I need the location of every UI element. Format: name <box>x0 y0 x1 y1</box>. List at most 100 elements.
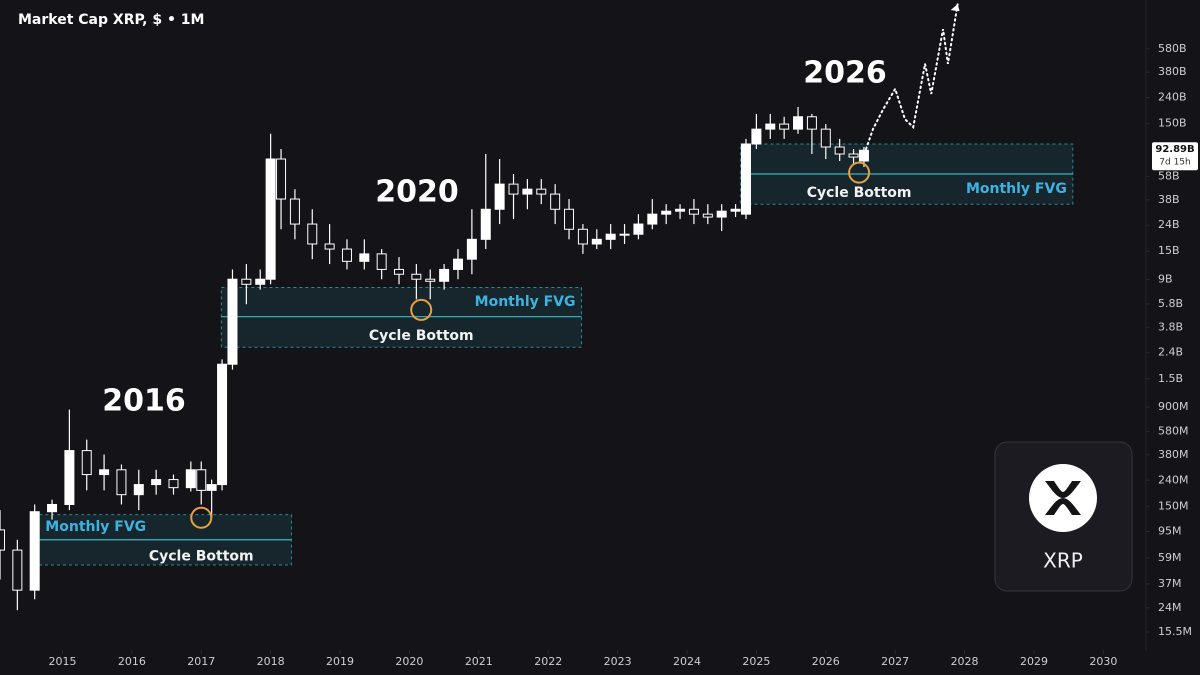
candle-body <box>376 253 387 270</box>
y-tick-label: 37M <box>1158 577 1182 590</box>
y-tick-label: 580B <box>1158 42 1187 55</box>
candle-body <box>324 243 335 250</box>
candle-body <box>605 233 616 240</box>
logo-mark <box>1045 481 1081 515</box>
cycle-bottom-label: Cycle Bottom <box>807 185 912 201</box>
y-tick-label: 9B <box>1158 273 1173 286</box>
candle-body <box>779 123 790 130</box>
y-tick-label: 15B <box>1158 244 1180 257</box>
candle-body <box>716 210 727 218</box>
candle-body <box>834 146 845 155</box>
candle-body <box>619 233 630 236</box>
year-annotation: 2020 <box>375 175 459 210</box>
x-tick-label: 2018 <box>257 655 285 668</box>
y-tick-label: 380M <box>1158 448 1189 461</box>
x-tick-label: 2027 <box>881 655 909 668</box>
cycle-bottom-marker <box>190 506 213 529</box>
candle-body <box>740 143 751 215</box>
x-tick-label: 2024 <box>673 655 701 668</box>
fvg-label: Monthly FVG <box>966 181 1067 197</box>
candle-body <box>647 213 658 225</box>
candle-body <box>99 469 110 476</box>
y-tick-label: 150M <box>1158 499 1189 512</box>
y-tick-label: 58B <box>1158 169 1180 182</box>
fvg-label: Monthly FVG <box>45 519 146 535</box>
candle-body <box>675 208 686 212</box>
candle-body <box>591 238 602 245</box>
y-tick-label: 59M <box>1158 551 1182 564</box>
candle-body <box>47 503 58 513</box>
y-tick-label: 24M <box>1158 601 1182 614</box>
candle-body <box>217 363 228 486</box>
y-tick-label: 150B <box>1158 117 1187 130</box>
candle-body <box>564 208 575 230</box>
badge: XRP <box>994 441 1133 592</box>
y-tick-label: 3.8B <box>1158 320 1183 333</box>
candle-body <box>255 278 266 285</box>
candle-body <box>227 278 238 365</box>
candle-body <box>241 278 252 285</box>
candle-body <box>168 479 179 489</box>
y-tick-label: 38B <box>1158 193 1180 206</box>
candle-body <box>425 278 436 282</box>
candle-body <box>633 223 644 235</box>
x-tick-label: 2016 <box>118 655 146 668</box>
projection-arrowhead <box>950 4 960 12</box>
candle-body <box>439 268 450 282</box>
candle-body <box>806 116 817 130</box>
y-tick-label: 240B <box>1158 91 1187 104</box>
candle-body <box>116 469 127 496</box>
y-tick-label: 900M <box>1158 400 1189 413</box>
last-price-tag <box>1152 142 1198 171</box>
last-price-label: 92.89B <box>1155 144 1194 155</box>
x-tick-label: 2017 <box>187 655 215 668</box>
zones <box>32 143 1074 566</box>
candle-body <box>359 253 370 262</box>
x-tick-label: 2026 <box>812 655 840 668</box>
fvg-label: Monthly FVG <box>475 294 576 310</box>
x-tick-label: 2015 <box>48 655 76 668</box>
candle-body <box>64 450 75 505</box>
candle-body <box>661 210 672 215</box>
cycle-bottom-marker <box>410 298 433 321</box>
projection-line <box>865 3 959 151</box>
candle-body <box>702 213 713 218</box>
x-tick-label: 2020 <box>395 655 423 668</box>
candle-body <box>411 273 422 280</box>
cycle-bottom-label: Cycle Bottom <box>149 548 254 564</box>
y-tick-label: 2.4B <box>1158 346 1183 359</box>
y-tick-label: 580M <box>1158 424 1189 437</box>
x-tick-label: 2022 <box>534 655 562 668</box>
candle-body <box>820 128 831 148</box>
year-annotation: 2026 <box>803 56 887 91</box>
x-tick-label: 2028 <box>951 655 979 668</box>
candle-body <box>751 128 762 145</box>
candle-body <box>307 223 318 245</box>
candle-body <box>81 450 92 476</box>
candle-body <box>494 183 505 210</box>
x-tick-label: 2025 <box>742 655 770 668</box>
candle-body <box>196 469 207 491</box>
cycle-bottom-label: Cycle Bottom <box>369 328 474 344</box>
candle-body <box>453 258 463 270</box>
year-annotation: 2016 <box>102 384 186 419</box>
candle-body <box>730 208 741 212</box>
x-tick-label: 2021 <box>465 655 493 668</box>
y-tick-label: 95M <box>1158 525 1182 538</box>
candle-body <box>276 158 287 200</box>
y-tick-label: 5.8B <box>1158 297 1183 310</box>
candle-body <box>29 511 40 591</box>
candle-body <box>394 268 405 275</box>
badge-label: XRP <box>1043 549 1083 573</box>
candle-body <box>508 183 519 195</box>
candle-body <box>206 484 217 491</box>
x-tick-label: 2019 <box>326 655 354 668</box>
candle-body <box>793 116 804 130</box>
countdown-label: 7d 15h <box>1159 158 1190 168</box>
candle-body <box>341 248 352 262</box>
y-tick-label: 240M <box>1158 473 1189 486</box>
candle-body <box>289 198 300 225</box>
